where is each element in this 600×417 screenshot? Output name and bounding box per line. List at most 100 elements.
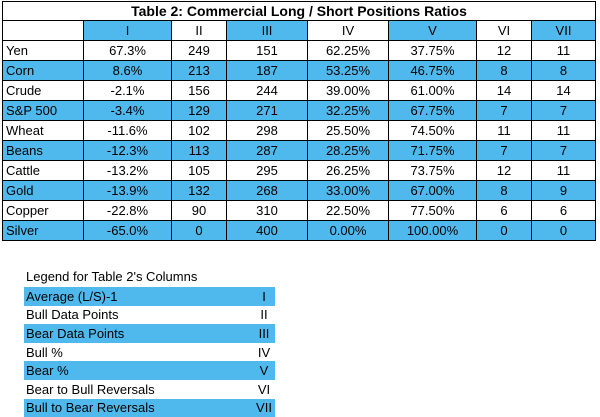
cell: 22.50% xyxy=(307,200,389,221)
cell: 28.25% xyxy=(307,140,389,161)
cell: 14 xyxy=(476,80,532,101)
row-label: Beans xyxy=(2,140,84,161)
cell: 268 xyxy=(226,180,308,201)
table-row: Yen 67.3% 249 151 62.25% 37.75% 12 11 xyxy=(2,40,596,61)
cell: 71.75% xyxy=(388,140,477,161)
header-col-i: I xyxy=(83,20,172,41)
cell: 46.75% xyxy=(388,60,477,81)
cell: 129 xyxy=(171,100,227,121)
cell: 0.00% xyxy=(307,220,389,241)
header-col-vi: VI xyxy=(476,20,532,41)
legend-item-code: V xyxy=(259,363,269,379)
header-col-ii: II xyxy=(171,20,227,41)
cell: -65.0% xyxy=(83,220,172,241)
legend-item: Bear % V xyxy=(24,361,275,380)
cell: 244 xyxy=(226,80,308,101)
cell: 6 xyxy=(476,200,532,221)
cell: 11 xyxy=(531,120,596,141)
table-row: S&P 500 -3.4% 129 271 32.25% 67.75% 7 7 xyxy=(2,100,596,121)
cell: 7 xyxy=(531,100,596,121)
cell: 295 xyxy=(226,160,308,181)
legend-item-code: IV xyxy=(257,344,271,360)
cell: 61.00% xyxy=(388,80,477,101)
row-label: Gold xyxy=(2,180,84,201)
legend-item: Bull to Bear Reversals VII xyxy=(24,398,275,417)
legend-item-label: Bull % xyxy=(26,344,63,360)
cell: -13.9% xyxy=(83,180,172,201)
cell: 26.25% xyxy=(307,160,389,181)
cell: 7 xyxy=(476,140,532,161)
cell: 67.75% xyxy=(388,100,477,121)
cell: -3.4% xyxy=(83,100,172,121)
cell: 400 xyxy=(226,220,308,241)
row-label: Yen xyxy=(2,40,84,61)
cell: 9 xyxy=(531,180,596,201)
cell: 249 xyxy=(171,40,227,61)
cell: 67.00% xyxy=(388,180,477,201)
row-label: Silver xyxy=(2,220,84,241)
cell: -22.8% xyxy=(83,200,172,221)
cell: 8.6% xyxy=(83,60,172,81)
legend-item-code: III xyxy=(258,325,270,341)
cell: 100.00% xyxy=(388,220,477,241)
legend-item-label: Bear Data Points xyxy=(26,325,125,341)
cell: -13.2% xyxy=(83,160,172,181)
cell: 287 xyxy=(226,140,308,161)
header-col-v: V xyxy=(388,20,477,41)
cell: 14 xyxy=(531,80,596,101)
row-label: Crude xyxy=(2,80,84,101)
cell: 32.25% xyxy=(307,100,389,121)
table-row: Corn 8.6% 213 187 53.25% 46.75% 8 8 xyxy=(2,60,596,81)
row-label: Cattle xyxy=(2,160,84,181)
cell: -12.3% xyxy=(83,140,172,161)
column-legend: Legend for Table 2's Columns Average (L/… xyxy=(24,267,275,417)
cell: 67.3% xyxy=(83,40,172,61)
cell: 213 xyxy=(171,60,227,81)
row-label: Wheat xyxy=(2,120,84,141)
header-col-iv: IV xyxy=(307,20,389,41)
cell: 8 xyxy=(476,60,532,81)
cell: 105 xyxy=(171,160,227,181)
positions-ratios-table: Table 2: Commercial Long / Short Positio… xyxy=(2,1,596,241)
cell: 6 xyxy=(531,200,596,221)
legend-item: Bear to Bull Reversals VI xyxy=(24,380,275,399)
cell: 12 xyxy=(476,40,532,61)
cell: 132 xyxy=(171,180,227,201)
legend-item-code: VII xyxy=(256,400,272,416)
cell: -2.1% xyxy=(83,80,172,101)
legend-item: Bear Data Points III xyxy=(24,324,275,343)
row-label: Copper xyxy=(2,200,84,221)
legend-item-label: Bull to Bear Reversals xyxy=(26,400,155,416)
cell: 7 xyxy=(476,100,532,121)
cell: 74.50% xyxy=(388,120,477,141)
header-col-iii: III xyxy=(226,20,308,41)
cell: 187 xyxy=(226,60,308,81)
row-label: Corn xyxy=(2,60,84,81)
header-blank xyxy=(2,20,84,41)
cell: 8 xyxy=(531,60,596,81)
cell: 7 xyxy=(531,140,596,161)
legend-item-label: Average (L/S)-1 xyxy=(26,288,118,304)
table-row: Copper -22.8% 90 310 22.50% 77.50% 6 6 xyxy=(2,200,596,221)
table-title: Table 2: Commercial Long / Short Positio… xyxy=(2,1,596,20)
cell: 39.00% xyxy=(307,80,389,101)
cell: 11 xyxy=(531,40,596,61)
legend-item-label: Bear % xyxy=(26,363,69,379)
legend-item-code: I xyxy=(262,288,266,304)
cell: 33.00% xyxy=(307,180,389,201)
cell: 0 xyxy=(171,220,227,241)
table-header-row: I II III IV V VI VII xyxy=(2,20,596,41)
legend-item-code: II xyxy=(260,307,268,323)
legend-item-code: VI xyxy=(257,381,271,397)
cell: 37.75% xyxy=(388,40,477,61)
legend-item: Average (L/S)-1 I xyxy=(24,287,275,306)
legend-item: Bull % IV xyxy=(24,343,275,362)
cell: 310 xyxy=(226,200,308,221)
cell: 298 xyxy=(226,120,308,141)
cell: 113 xyxy=(171,140,227,161)
cell: 90 xyxy=(171,200,227,221)
header-col-vii: VII xyxy=(531,20,596,41)
cell: 151 xyxy=(226,40,308,61)
table-row: Crude -2.1% 156 244 39.00% 61.00% 14 14 xyxy=(2,80,596,101)
cell: 102 xyxy=(171,120,227,141)
